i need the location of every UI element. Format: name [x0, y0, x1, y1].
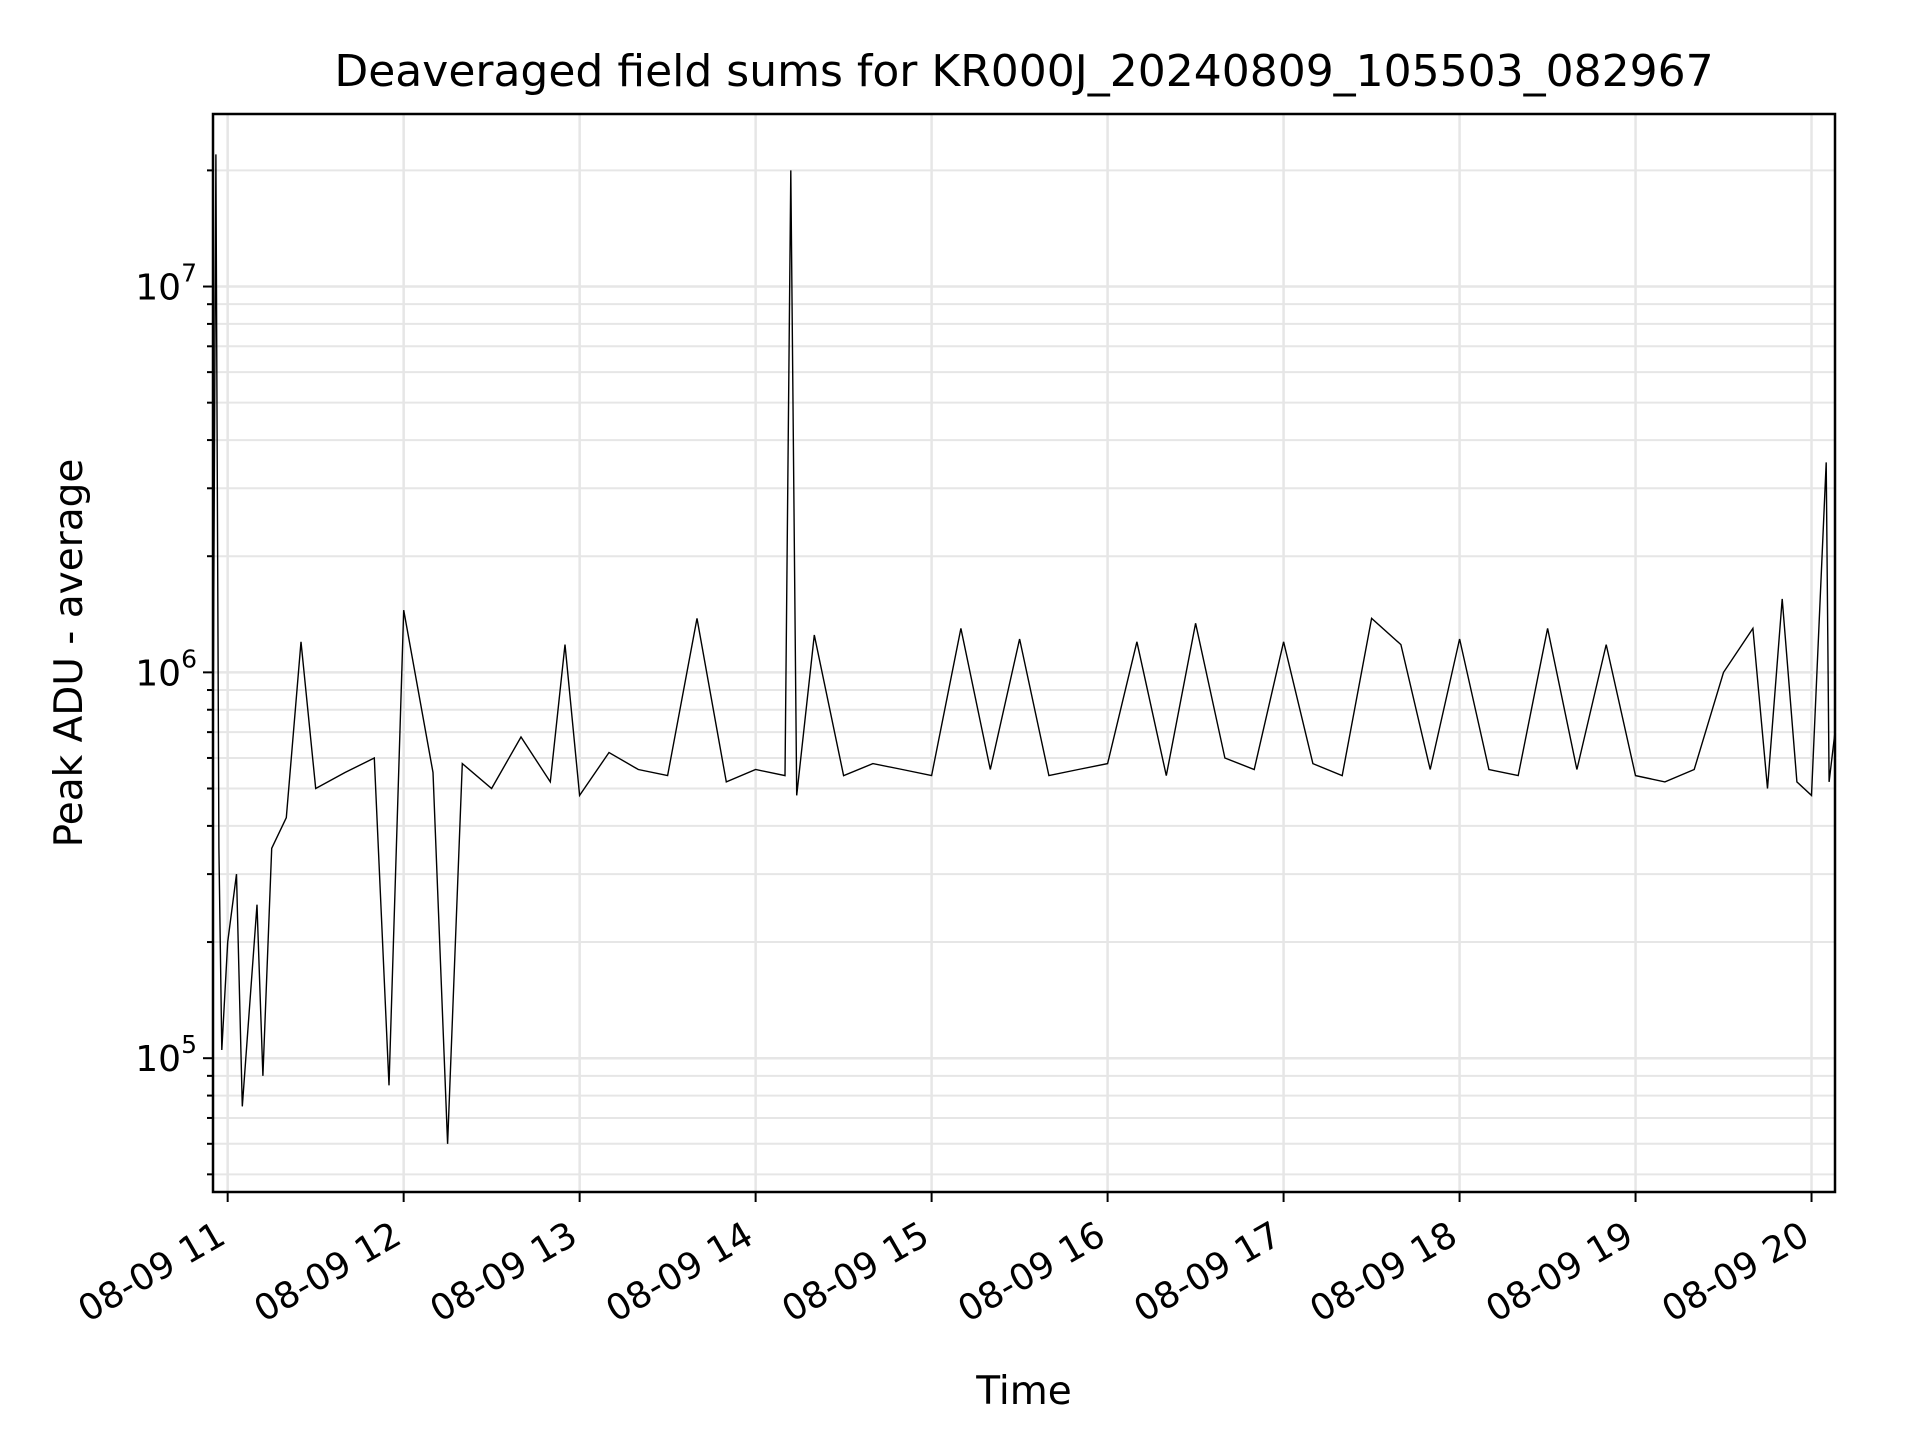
y-tick-exponent: 5	[181, 1030, 197, 1059]
tick-marks	[203, 169, 1813, 1202]
x-axis-label: Time	[975, 1369, 1071, 1414]
y-tick-label: 107	[135, 259, 197, 309]
series-layer	[212, 154, 1836, 1144]
y-axis-label: Peak ADU - average	[47, 459, 92, 848]
series-line	[212, 154, 1836, 1144]
y-tick-exponent: 6	[181, 644, 197, 673]
y-tick-base: 10	[135, 653, 181, 694]
chart-title: Deaveraged field sums for KR000J_2024080…	[334, 46, 1713, 97]
plot-frame	[211, 112, 1837, 1194]
y-tick-label: 105	[135, 1030, 197, 1080]
grid-lines	[213, 114, 1835, 1192]
y-tick-base: 10	[135, 1039, 181, 1080]
y-tick-base: 10	[135, 268, 181, 309]
y-tick-exponent: 7	[181, 259, 197, 288]
y-tick-label: 106	[135, 644, 197, 694]
